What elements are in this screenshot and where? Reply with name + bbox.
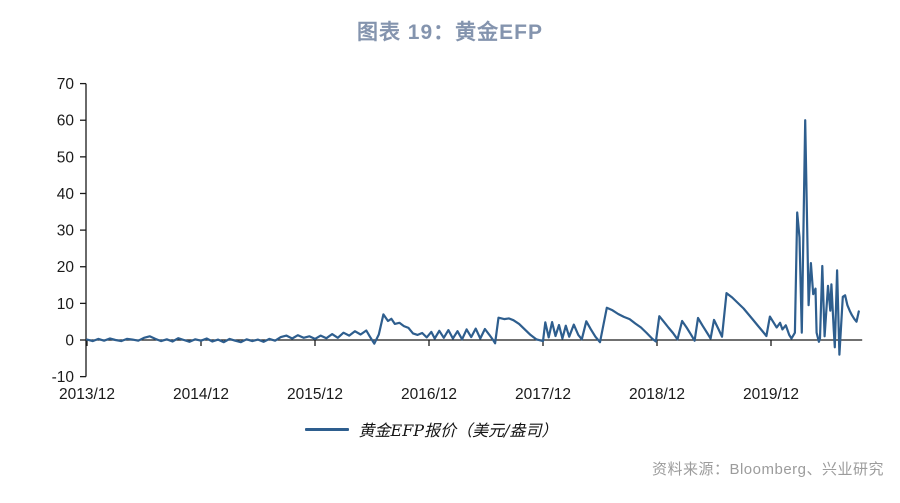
x-tick-label: 2018/12: [629, 386, 685, 403]
y-tick-label: 50: [57, 149, 75, 166]
legend-series-label: 黄金EFP报价（美元/盎司）: [358, 421, 558, 440]
x-tick-label: 2015/12: [287, 386, 343, 403]
source-attribution: 资料来源：Bloomberg、兴业研究: [651, 461, 884, 478]
y-tick-label: 0: [65, 333, 74, 350]
x-tick-label: 2013/12: [59, 386, 115, 403]
y-tick-label: 10: [57, 296, 75, 313]
x-tick-label: 2016/12: [401, 386, 457, 403]
x-tick-label: 2017/12: [515, 386, 571, 403]
legend-line-swatch: [304, 427, 349, 431]
x-tick-label: 2014/12: [173, 386, 229, 403]
y-tick-label: 20: [57, 259, 75, 276]
chart-legend: 黄金EFP报价（美元/盎司）: [0, 417, 881, 441]
chart-title: 图表 19：黄金EFP: [356, 21, 544, 44]
y-tick-label: -10: [52, 369, 75, 386]
x-tick-label: 2019/12: [743, 386, 799, 403]
y-tick-label: 70: [57, 76, 75, 93]
y-tick-label: 60: [57, 113, 75, 130]
series-line-gold-efp: [85, 119, 860, 356]
y-tick-label: 30: [57, 223, 75, 240]
y-tick-label: 40: [57, 186, 75, 203]
